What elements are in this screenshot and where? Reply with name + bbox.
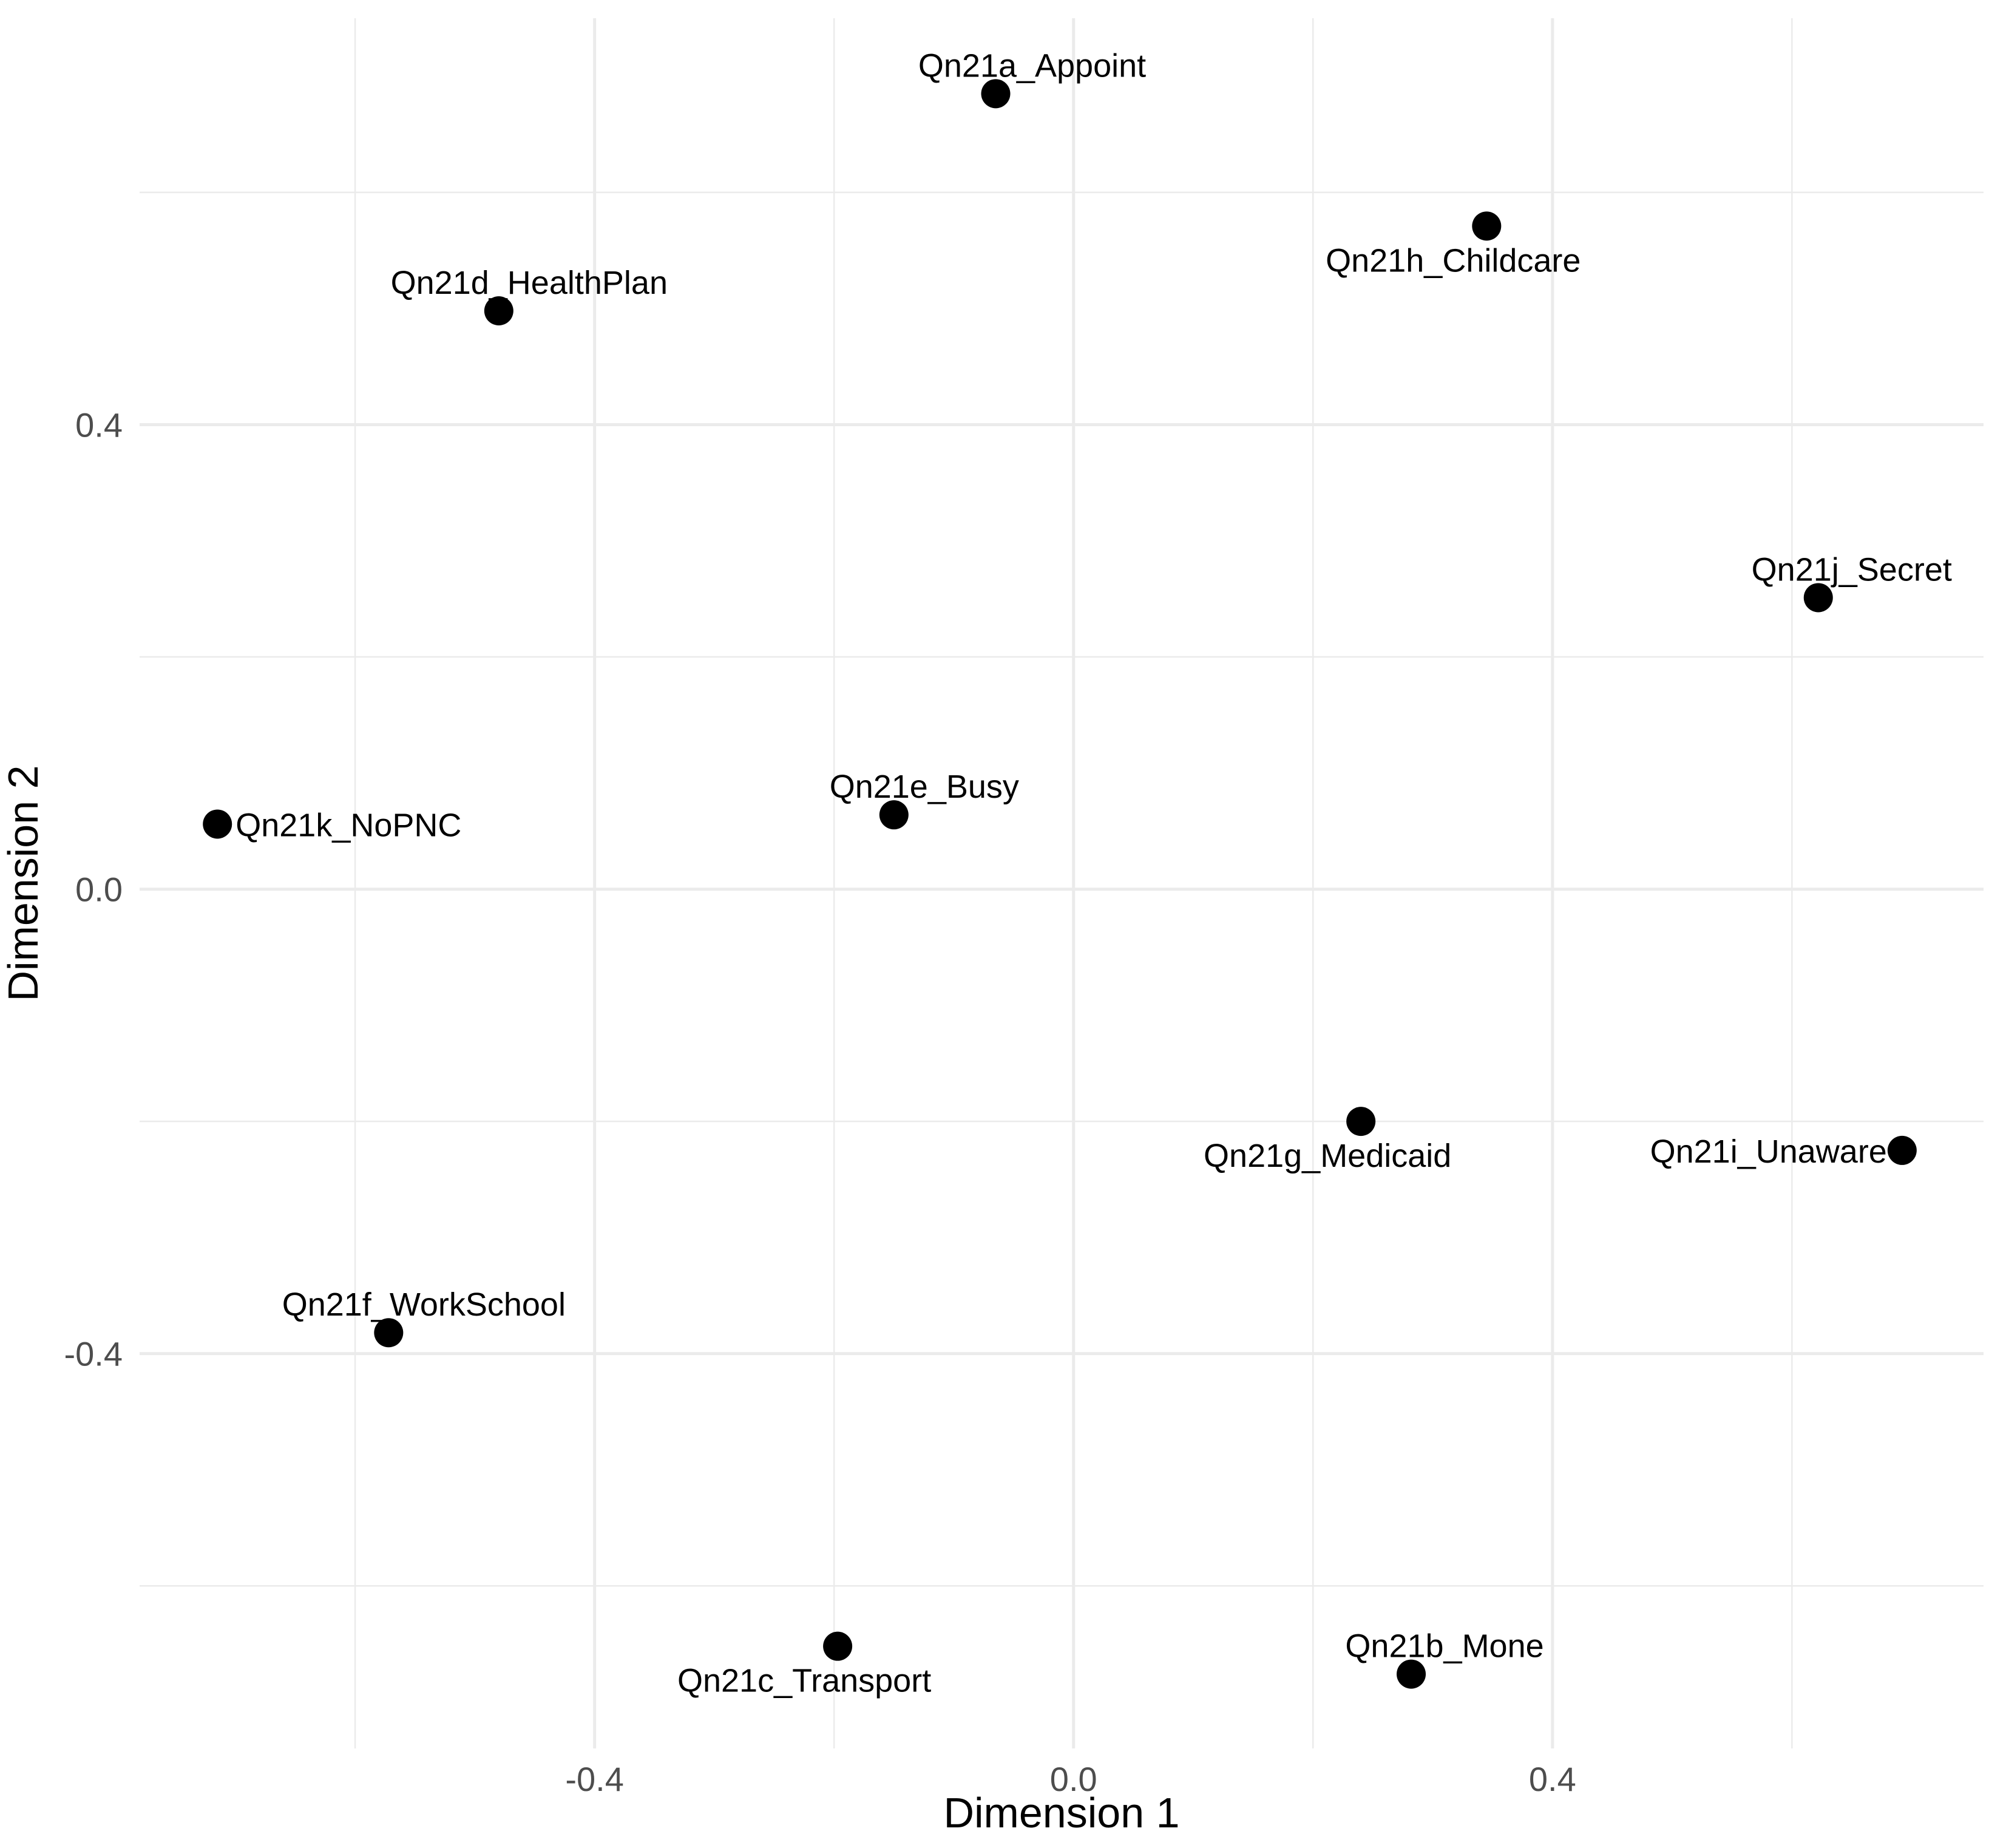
point-label: Qn21j_Secret <box>1752 551 1952 588</box>
data-point <box>1472 211 1502 241</box>
point-label: Qn21b_Mone <box>1345 1628 1543 1665</box>
point-label: Qn21i_Unaware <box>1650 1133 1887 1170</box>
x-tick-label: 0.0 <box>1050 1760 1097 1798</box>
x-tick-label: 0.4 <box>1529 1760 1576 1798</box>
y-tick-label: -0.4 <box>64 1335 123 1373</box>
data-point <box>203 809 232 839</box>
data-points <box>203 79 1917 1689</box>
data-point <box>1803 583 1833 613</box>
point-label: Qn21f_WorkSchool <box>282 1286 566 1323</box>
point-label: Qn21d_HealthPlan <box>391 265 668 301</box>
data-point <box>484 296 513 326</box>
minor-gridlines <box>140 18 1984 1748</box>
point-label: Qn21h_Childcare <box>1326 242 1581 279</box>
point-label: Qn21g_Medicaid <box>1204 1138 1451 1174</box>
point-label: Qn21a_Appoint <box>918 47 1146 84</box>
data-point <box>374 1318 404 1348</box>
point-label: Qn21k_NoPNC <box>235 807 461 843</box>
major-gridlines <box>140 18 1984 1748</box>
point-label: Qn21e_Busy <box>830 769 1019 805</box>
data-point <box>1887 1135 1917 1165</box>
y-tick-label: 0.4 <box>75 406 123 444</box>
data-point <box>981 79 1011 109</box>
data-point <box>879 800 909 830</box>
y-axis-title: Dimension 2 <box>0 765 47 1001</box>
data-point <box>1346 1107 1376 1136</box>
x-axis-ticks: -0.4 0.0 0.4 <box>565 1760 1576 1798</box>
y-tick-label: 0.0 <box>75 871 123 909</box>
point-labels: Qn21a_Appoint Qn21h_Childcare Qn21d_Health… <box>235 47 1952 1699</box>
x-axis-title: Dimension 1 <box>943 1789 1179 1836</box>
data-point <box>1397 1659 1426 1689</box>
y-axis-ticks: -0.4 0.0 0.4 <box>64 406 123 1373</box>
data-point <box>823 1631 853 1661</box>
x-tick-label: -0.4 <box>565 1760 624 1798</box>
point-label: Qn21c_Transport <box>677 1663 931 1699</box>
